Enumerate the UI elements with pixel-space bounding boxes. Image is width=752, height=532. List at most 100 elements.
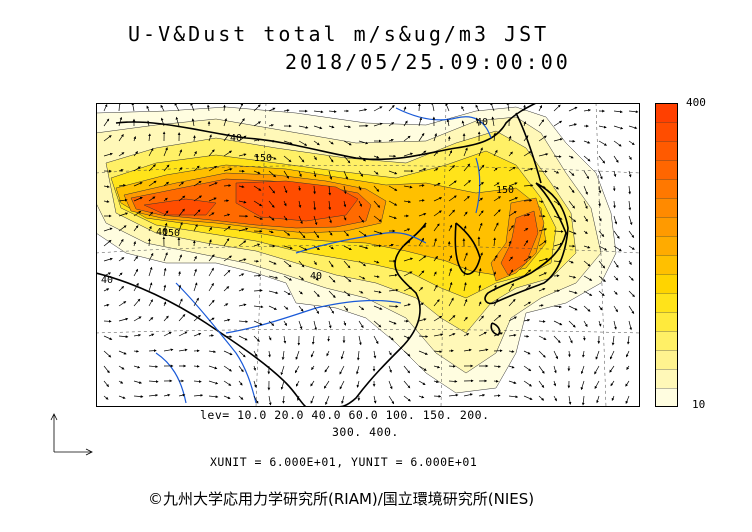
wind-arrow [283, 275, 293, 281]
wind-arrow [583, 275, 593, 281]
wind-arrow [223, 269, 231, 277]
wind-arrow [613, 170, 617, 178]
wind-arrow [595, 350, 600, 360]
wind-arrow [388, 273, 398, 277]
wind-arrow [343, 215, 347, 221]
wind-arrow [553, 320, 563, 326]
wind-arrow [580, 365, 585, 375]
wind-arrow [403, 350, 411, 357]
copyright-credit: ©九州大学応用力学研究所(RIAM)/国立環境研究所(NIES) [148, 490, 535, 508]
wind-arrow [373, 230, 383, 235]
wind-arrow [103, 103, 108, 112]
wind-arrow [131, 103, 135, 112]
wind-arrow [103, 350, 112, 358]
wind-arrow [358, 305, 365, 311]
wind-arrow [433, 182, 441, 187]
wind-arrow [388, 215, 397, 220]
wind-arrow [538, 119, 545, 127]
wind-arrow [478, 331, 487, 337]
wind-arrow [433, 299, 440, 307]
wind-arrow [208, 317, 215, 322]
wind-arrow [253, 395, 259, 404]
wind-arrow [223, 350, 233, 356]
wind-arrow [388, 288, 399, 292]
wind-arrow [626, 365, 630, 370]
wind-arrow [568, 320, 576, 328]
wind-arrow [208, 299, 215, 307]
wind-arrow [418, 199, 425, 202]
wind-arrow [538, 228, 548, 232]
wind-arrow [373, 350, 377, 359]
wind-arrow [190, 103, 195, 112]
wind-arrow [280, 380, 285, 390]
wind-arrow [238, 200, 247, 204]
wind-arrow [418, 286, 423, 292]
wind-arrow [418, 365, 427, 371]
wind-arrow [609, 365, 615, 373]
wind-arrow [313, 275, 319, 281]
wind-arrow [208, 239, 212, 247]
wind-arrow [324, 365, 330, 373]
wind-arrow [238, 350, 246, 358]
wind-arrow [193, 332, 202, 337]
wind-arrow [448, 364, 456, 368]
wind-arrow [463, 333, 470, 337]
wind-arrow [325, 395, 330, 405]
contour-label: 40 [101, 275, 113, 286]
wind-arrow [178, 208, 185, 217]
wind-arrow [628, 245, 635, 250]
wind-arrow [628, 155, 632, 161]
wind-arrow [433, 333, 444, 337]
wind-arrow [388, 243, 394, 247]
wind-arrow [433, 133, 437, 142]
wind-arrow [268, 185, 276, 194]
wind-arrow [580, 380, 585, 391]
wind-arrow [133, 196, 143, 202]
wind-arrow [208, 165, 218, 172]
wind-arrow [298, 185, 301, 191]
wind-arrow [208, 212, 215, 217]
wind-arrow [478, 252, 483, 262]
wind-arrow [103, 200, 110, 203]
wind-arrow [283, 140, 293, 145]
wind-arrow [403, 380, 411, 389]
wind-arrow [223, 286, 230, 292]
wind-arrow [283, 170, 289, 179]
wind-arrow [596, 395, 600, 404]
wind-arrow [103, 152, 113, 157]
wind-arrow [193, 135, 196, 142]
wind-arrow [493, 237, 497, 247]
wind-arrow [508, 365, 515, 369]
wind-arrow [238, 185, 245, 189]
wind-arrow [223, 104, 226, 112]
wind-arrow [148, 333, 155, 337]
colorbar-cell [655, 349, 678, 370]
wind-arrow [238, 103, 244, 112]
wind-arrow [598, 290, 605, 297]
wind-arrow [343, 320, 347, 326]
wind-arrow [163, 284, 167, 292]
wind-arrow [598, 200, 601, 207]
wind-arrow [493, 271, 497, 277]
wind-arrow [373, 260, 380, 264]
wind-arrow [253, 138, 261, 142]
wind-arrow [461, 105, 465, 112]
wind-arrow [178, 149, 182, 157]
wind-arrow [433, 284, 438, 292]
wind-arrow [553, 350, 558, 360]
wind-arrow [478, 393, 486, 397]
wind-arrow [418, 225, 427, 232]
wind-arrow [103, 239, 112, 247]
wind-arrow [433, 210, 442, 217]
wind-arrow [253, 274, 262, 278]
wind-arrow [493, 196, 502, 202]
wind-arrow [339, 380, 345, 390]
wind-arrow [609, 350, 615, 360]
wind-arrow [598, 185, 602, 194]
wind-arrow [418, 302, 424, 307]
wind-arrow [298, 215, 303, 225]
wind-arrow [133, 210, 142, 217]
wind-arrow [583, 320, 588, 328]
wind-arrow [178, 348, 188, 352]
wind-arrow [613, 290, 618, 295]
